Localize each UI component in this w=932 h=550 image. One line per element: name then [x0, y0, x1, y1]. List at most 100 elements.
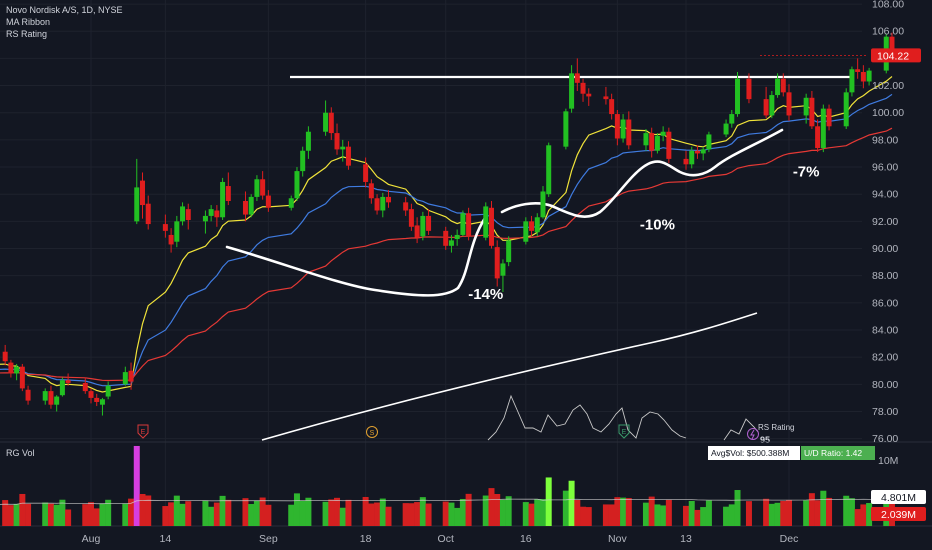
- candle-body: [48, 391, 54, 405]
- volume-bar: [860, 504, 867, 526]
- volume-bar: [562, 490, 569, 526]
- x-tick-label: Nov: [608, 533, 627, 545]
- candle-body: [105, 385, 111, 397]
- candle-body: [488, 207, 494, 246]
- volume-average-line: [0, 498, 893, 505]
- volume-bar: [414, 502, 421, 526]
- volume-bar: [660, 505, 667, 526]
- candle-body: [248, 196, 254, 215]
- base-curve-2[interactable]: [500, 128, 784, 218]
- rs-rating-text: RS Rating: [758, 423, 794, 432]
- candle-body: [94, 397, 100, 402]
- volume-bar: [362, 496, 369, 526]
- volume-bar: [683, 505, 690, 526]
- price-grid: [0, 0, 862, 526]
- volume-bar: [620, 497, 627, 526]
- volume-bar: [242, 498, 249, 526]
- candle-body: [586, 93, 592, 97]
- y-tick-label: 82.00: [872, 352, 898, 364]
- lightning-event-circle: [747, 428, 759, 440]
- candle-body: [580, 82, 586, 94]
- current-price-badge[interactable]: [871, 48, 921, 63]
- volume-bar: [339, 507, 346, 526]
- volume-bar: [293, 493, 300, 526]
- candle-body: [300, 150, 306, 172]
- candle-body: [202, 215, 208, 222]
- candle-body: [426, 215, 432, 231]
- volume-bar: [768, 503, 775, 526]
- volume-bar: [854, 509, 861, 526]
- candle-body: [128, 370, 134, 382]
- pullback-annotations: -14% -10% -7%: [468, 164, 819, 303]
- candle-body: [815, 126, 821, 149]
- candle-body: [408, 209, 414, 227]
- pullback-label: -14%: [468, 286, 503, 303]
- y-tick-label: 78.00: [872, 406, 898, 418]
- earnings-event-icon[interactable]: E: [618, 424, 630, 439]
- volume-bar: [786, 499, 792, 526]
- candle-body: [849, 69, 855, 93]
- volume-bar: [105, 499, 112, 526]
- ud-ratio-box: [801, 446, 875, 460]
- volume-bar: [454, 507, 461, 526]
- rs-rating-label[interactable]: RS Rating: [6, 29, 48, 39]
- candle-body: [683, 158, 689, 165]
- candle-body: [746, 78, 752, 100]
- volume-bar: [528, 503, 535, 526]
- earnings-event-icon-text: E: [622, 429, 627, 436]
- candle-body: [168, 234, 174, 245]
- volume-bar: [843, 495, 850, 526]
- chart-legend: Novo Nordisk A/S, 1D, NYSE MA Ribbon RS …: [6, 4, 123, 40]
- volume-bar: [642, 502, 649, 526]
- volume-badge-lower-text: 2.039M: [881, 509, 916, 521]
- candle-body: [855, 69, 861, 72]
- candle-body: [803, 97, 809, 116]
- volume-badge-lower: [871, 507, 926, 521]
- candle-body: [574, 73, 580, 83]
- candle-body: [466, 213, 472, 237]
- split-event-icon[interactable]: S: [366, 426, 378, 438]
- candle-body: [460, 213, 466, 235]
- ma-ribbon-label[interactable]: MA Ribbon: [6, 17, 51, 27]
- volume-bar: [665, 499, 672, 526]
- volume-bar: [808, 493, 815, 526]
- candle-body: [454, 234, 460, 240]
- event-markers[interactable]: E ES: [137, 424, 759, 440]
- x-tick-label: Aug: [82, 533, 101, 545]
- x-tick-label: Dec: [780, 533, 799, 545]
- candle-body: [780, 78, 786, 93]
- candle-body: [666, 131, 672, 159]
- volume-badge-upper: [871, 490, 926, 504]
- candle-body: [420, 215, 426, 237]
- candle-body: [65, 380, 71, 383]
- candle-body: [820, 108, 826, 149]
- lightning-event-icon[interactable]: [747, 428, 759, 440]
- volume-bar: [173, 495, 180, 526]
- candle-body: [729, 114, 735, 124]
- candle-body: [380, 196, 386, 211]
- volume-bar: [545, 477, 552, 526]
- volume-bar: [419, 497, 426, 526]
- y-tick-label: 76.00: [872, 433, 898, 445]
- base-curve-1[interactable]: [225, 216, 487, 297]
- volume-bar: [25, 503, 32, 526]
- rg-vol-label[interactable]: RG Vol: [6, 448, 35, 458]
- earnings-event-icon[interactable]: E: [137, 424, 149, 439]
- volume-bar: [53, 504, 60, 526]
- candle-body: [866, 70, 872, 82]
- volume-bar: [265, 504, 272, 526]
- volume-bar: [688, 500, 695, 526]
- symbol-title[interactable]: Novo Nordisk A/S, 1D, NYSE: [6, 5, 123, 15]
- candle-body: [649, 133, 655, 151]
- candle-body: [614, 114, 620, 139]
- volume-bar: [65, 509, 72, 526]
- candle-body: [288, 198, 294, 208]
- volume-bar: [745, 501, 752, 526]
- candle-body: [786, 92, 792, 116]
- volume-bar: [259, 497, 266, 526]
- volume-tick-label: 10M: [878, 455, 898, 467]
- volume-bar: [866, 503, 873, 526]
- candle-body: [334, 133, 340, 150]
